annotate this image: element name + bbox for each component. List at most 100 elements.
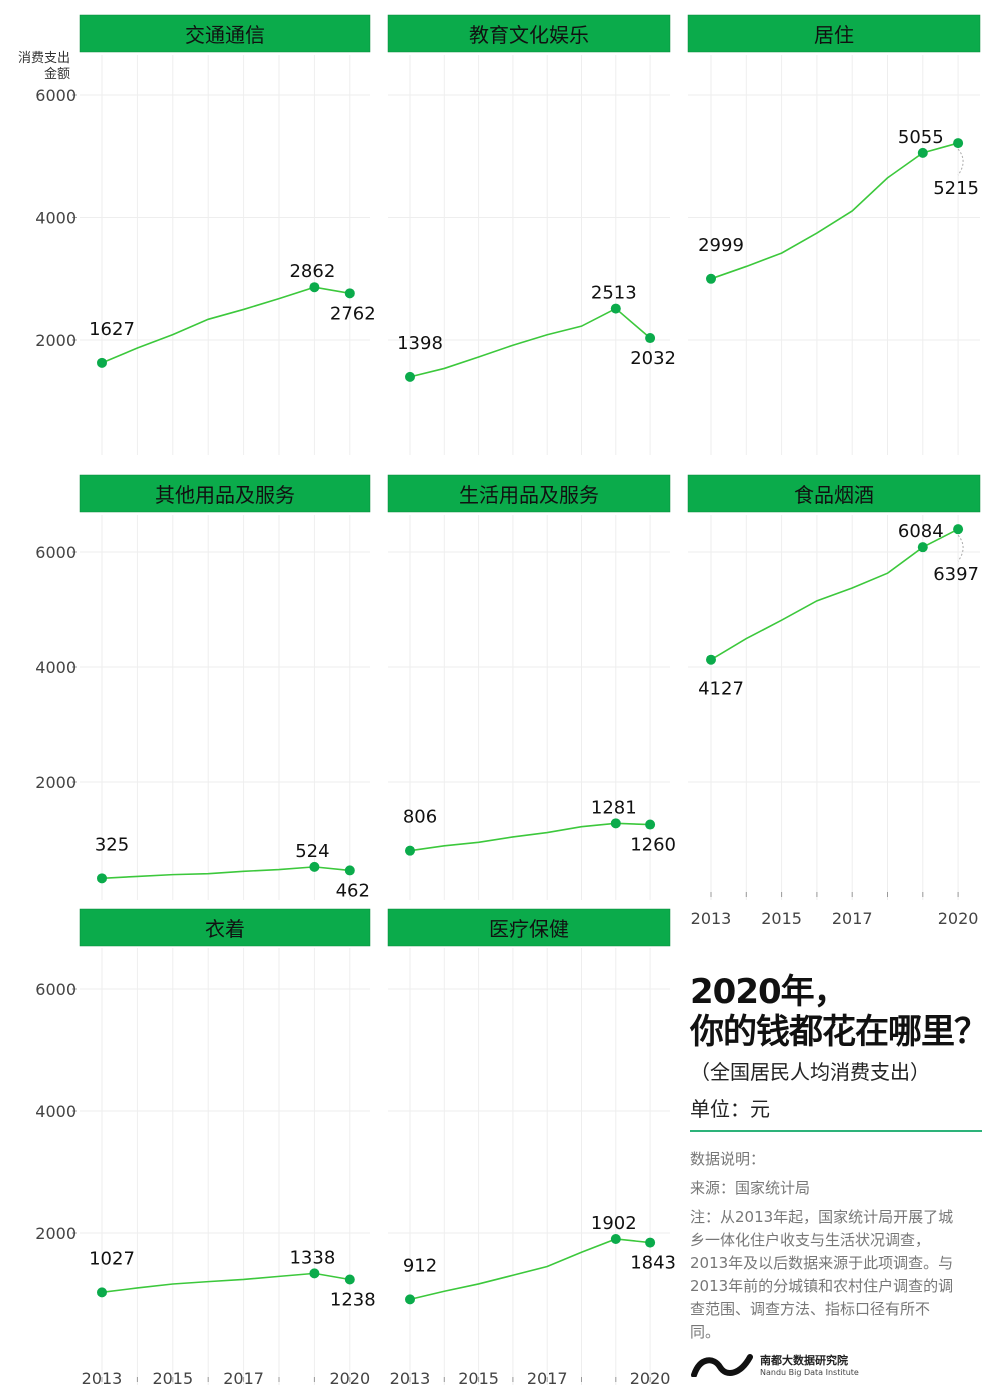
y-tick-label: 4000: [35, 658, 76, 677]
y-tick-label: 2000: [35, 331, 76, 350]
methodology-note: 注：从2013年起，国家统计局开展了城乡一体化住户收支与生活状况调查，2013年…: [690, 1208, 954, 1341]
y-tick-label: 2000: [35, 773, 76, 792]
logo: 南都大数据研究院 Nandu Big Data Institute: [690, 1352, 990, 1377]
title-line-2: 你的钱都花在哪里？: [690, 1012, 988, 1052]
panel-title: 生活用品及服务: [459, 483, 599, 507]
data-point: [917, 542, 928, 553]
panel-title: 医疗保健: [489, 917, 569, 941]
x-tick-label: 2015: [152, 1369, 193, 1388]
data-label: 1260: [630, 835, 676, 856]
panel-header: [79, 908, 371, 947]
x-tick-label: 2017: [832, 909, 873, 928]
data-label: 1902: [591, 1213, 637, 1234]
data-label: 6084: [898, 521, 944, 542]
data-point: [706, 273, 716, 284]
series-line: [409, 307, 651, 378]
x-tick-label: 2013: [390, 1369, 431, 1388]
data-point: [706, 654, 716, 665]
data-label: 4127: [698, 679, 744, 700]
panel-header: [387, 908, 671, 947]
y-tick-label: 6000: [35, 543, 76, 562]
data-point: [405, 371, 415, 382]
data-point: [405, 1294, 415, 1305]
series-line: [409, 1238, 651, 1301]
data-point: [645, 1237, 656, 1248]
data-label: 2032: [630, 348, 676, 369]
data-point: [344, 288, 355, 299]
info-panel: 2020年， 你的钱都花在哪里？ （全国居民人均消费支出） 单位：元 数据说明：…: [690, 972, 990, 1377]
label-connector: [957, 534, 964, 562]
y-tick-label: 2000: [35, 1224, 76, 1243]
x-tick-label: 2017: [223, 1369, 264, 1388]
x-tick-label: 2013: [691, 909, 732, 928]
panel-header: [687, 14, 981, 53]
data-point: [97, 1287, 107, 1298]
panel-title: 食品烟酒: [794, 483, 874, 507]
panel-header: [687, 474, 981, 513]
data-label: 1843: [630, 1253, 676, 1274]
data-label: 1627: [89, 319, 135, 340]
data-label: 5055: [898, 127, 944, 148]
panel-header: [387, 474, 671, 513]
x-tick-label: 2020: [630, 1369, 671, 1388]
data-point: [645, 333, 656, 344]
data-label: 2999: [698, 235, 744, 256]
panel-title: 居住: [814, 23, 854, 47]
panel-title: 衣着: [205, 917, 245, 941]
data-label: 524: [295, 841, 329, 862]
y-tick-label: 4000: [35, 209, 76, 228]
title-line-1: 2020年，: [690, 972, 848, 1012]
data-label: 912: [403, 1255, 437, 1276]
data-label: 1027: [89, 1248, 135, 1269]
data-label: 1398: [397, 333, 443, 354]
x-tick-label: 2013: [82, 1369, 123, 1388]
panel-header: [387, 14, 671, 53]
series-line: [409, 822, 651, 852]
data-point: [309, 861, 320, 872]
data-point: [953, 138, 964, 149]
data-point: [344, 865, 355, 876]
data-label: 1281: [591, 797, 637, 818]
series-line: [101, 286, 350, 364]
panel-title: 其他用品及服务: [155, 483, 295, 507]
data-point: [405, 845, 415, 856]
x-tick-label: 2015: [761, 909, 802, 928]
series-line: [710, 142, 959, 280]
x-tick-label: 2015: [458, 1369, 499, 1388]
series-line: [710, 528, 959, 661]
data-label: 2762: [330, 303, 376, 324]
x-tick-label: 2020: [938, 909, 979, 928]
y-tick-label: 6000: [35, 980, 76, 999]
y-tick-label: 4000: [35, 1102, 76, 1121]
data-label: 325: [95, 834, 129, 855]
data-point: [917, 147, 928, 158]
data-point: [97, 357, 107, 368]
data-point: [309, 282, 320, 293]
data-point: [97, 873, 107, 884]
y-tick-label: 6000: [35, 86, 76, 105]
panel-title: 交通通信: [185, 23, 265, 47]
x-tick-label: 2017: [527, 1369, 568, 1388]
data-point: [953, 524, 964, 535]
panel-header: [79, 14, 371, 53]
panel-header: [79, 474, 371, 513]
data-point: [309, 1268, 320, 1279]
subtitle: （全国居民人均消费支出）: [690, 1060, 930, 1084]
data-label: 462: [336, 880, 370, 901]
data-label: 2513: [591, 283, 637, 304]
data-label: 1238: [330, 1289, 376, 1310]
data-label: 6397: [933, 564, 979, 585]
x-tick-label: 2020: [329, 1369, 370, 1388]
logo-name-en: Nandu Big Data Institute: [760, 1368, 859, 1377]
data-point: [344, 1274, 355, 1285]
series-line: [101, 1272, 350, 1294]
notes-heading: 数据说明：: [690, 1150, 766, 1168]
panel-title: 教育文化娱乐: [469, 23, 589, 47]
data-label: 806: [403, 807, 437, 828]
series-line: [101, 866, 350, 880]
y-axis-title: 消费支出: [18, 51, 70, 66]
divider: [690, 1130, 982, 1132]
logo-name-cn: 南都大数据研究院: [760, 1354, 848, 1367]
